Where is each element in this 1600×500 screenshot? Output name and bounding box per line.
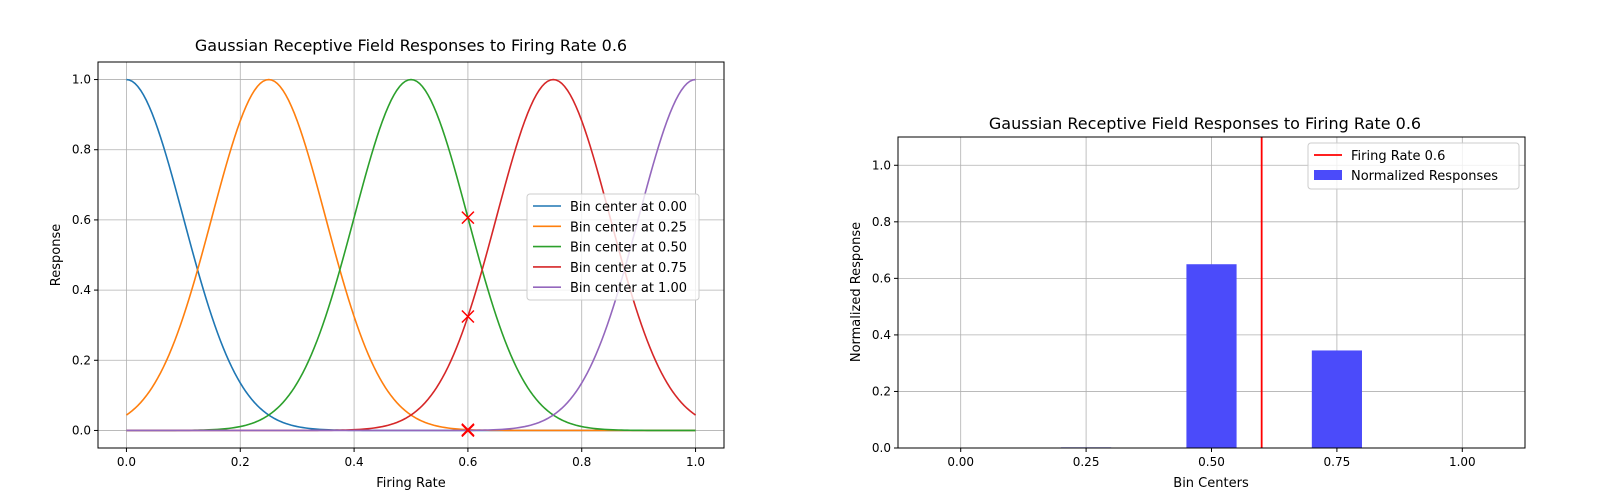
chart2-y-tick-label: 0.8 (872, 215, 891, 229)
chart1-x-tick-label: 0.2 (231, 455, 250, 469)
legend-label-1: Bin center at 0.25 (570, 220, 687, 235)
series-line-2 (126, 78, 696, 432)
response-marker-4 (461, 423, 475, 437)
gaussian-response-chart: Gaussian Receptive Field Responses to Fi… (49, 36, 725, 491)
legend-label-3: Bin center at 0.75 (570, 261, 687, 276)
chart1-title: Gaussian Receptive Field Responses to Fi… (195, 36, 627, 55)
chart1-y-tick-label: 0.6 (72, 213, 91, 227)
chart2-legend: Firing Rate 0.6 Normalized Responses (1307, 142, 1520, 190)
chart1-x-axis-label: Firing Rate (376, 476, 446, 491)
chart2-x-tick-label: 1.00 (1449, 455, 1476, 469)
chart2-y-axis-label: Normalized Response (849, 222, 864, 362)
series-line-4 (126, 78, 696, 432)
chart2-y-tick-label: 0.2 (872, 384, 891, 398)
chart2-y-tick-label: 1.0 (872, 158, 891, 172)
chart1-y-tick-label: 0.4 (72, 283, 91, 297)
chart2-x-tick-label: 0.25 (1073, 455, 1100, 469)
chart1-plot-frame (97, 61, 725, 449)
legend-label-normalized: Normalized Responses (1351, 169, 1498, 184)
chart2-y-tick-label: 0.4 (872, 328, 891, 342)
chart1-legend: Bin center at 0.00 Bin center at 0.25 Bin … (526, 193, 700, 301)
legend-label-4: Bin center at 1.00 (570, 281, 687, 296)
chart1-x-tick-label: 1.0 (686, 455, 705, 469)
legend-swatch-normalized (1314, 170, 1342, 180)
chart2-x-axis-label: Bin Centers (1173, 476, 1249, 491)
bar-2 (1186, 264, 1237, 448)
legend-label-0: Bin center at 0.00 (570, 200, 687, 215)
chart1-x-tick-label: 0.4 (345, 455, 364, 469)
chart1-y-tick-label: 1.0 (72, 73, 91, 87)
chart1-y-tick-label: 0.2 (72, 353, 91, 367)
chart1-x-tick-label: 0.0 (117, 455, 136, 469)
response-marker-2 (461, 211, 475, 225)
chart2-legend-box (1307, 142, 1520, 190)
bar-3 (1311, 350, 1362, 448)
normalized-response-chart: Gaussian Receptive Field Responses to Fi… (849, 114, 1526, 491)
legend-label-2: Bin center at 0.50 (570, 241, 687, 256)
chart2-title: Gaussian Receptive Field Responses to Fi… (989, 114, 1421, 133)
chart2-y-tick-label: 0.0 (872, 441, 891, 455)
response-marker-3 (461, 309, 475, 324)
chart1-y-tick-label: 0.0 (72, 423, 91, 437)
chart2-x-tick-label: 0.50 (1198, 455, 1225, 469)
chart1-y-tick-label: 0.8 (72, 143, 91, 157)
chart1-legend-box (526, 193, 700, 301)
legend-label-firing-rate: Firing Rate 0.6 (1351, 149, 1445, 164)
chart2-x-tick-label: 0.75 (1324, 455, 1351, 469)
chart1-x-tick-label: 0.8 (572, 455, 591, 469)
chart2-y-tick-label: 0.6 (872, 271, 891, 285)
chart1-x-tick-label: 0.6 (458, 455, 477, 469)
chart1-y-axis-label: Response (49, 224, 64, 286)
chart2-x-tick-label: 0.00 (947, 455, 974, 469)
